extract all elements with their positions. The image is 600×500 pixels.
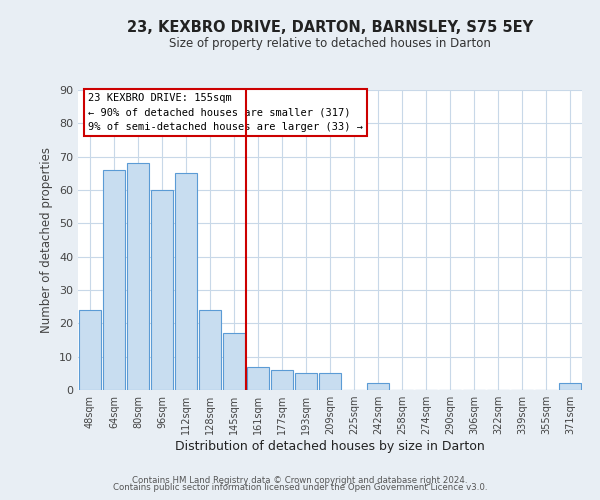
Bar: [367, 384, 389, 390]
X-axis label: Distribution of detached houses by size in Darton: Distribution of detached houses by size …: [175, 440, 485, 453]
Text: 23 KEXBRO DRIVE: 155sqm
← 90% of detached houses are smaller (317)
9% of semi-de: 23 KEXBRO DRIVE: 155sqm ← 90% of detache…: [88, 93, 363, 132]
Bar: [151, 190, 173, 390]
Y-axis label: Number of detached properties: Number of detached properties: [40, 147, 53, 333]
Text: 23, KEXBRO DRIVE, DARTON, BARNSLEY, S75 5EY: 23, KEXBRO DRIVE, DARTON, BARNSLEY, S75 …: [127, 20, 533, 35]
Text: Contains HM Land Registry data © Crown copyright and database right 2024.: Contains HM Land Registry data © Crown c…: [132, 476, 468, 485]
Bar: [79, 310, 101, 390]
Text: Size of property relative to detached houses in Darton: Size of property relative to detached ho…: [169, 38, 491, 51]
Bar: [103, 170, 125, 390]
Bar: [127, 164, 149, 390]
Bar: [223, 334, 245, 390]
Bar: [295, 374, 317, 390]
Bar: [175, 174, 197, 390]
Bar: [247, 366, 269, 390]
Bar: [271, 370, 293, 390]
Bar: [559, 384, 581, 390]
Text: Contains public sector information licensed under the Open Government Licence v3: Contains public sector information licen…: [113, 484, 487, 492]
Bar: [319, 374, 341, 390]
Bar: [199, 310, 221, 390]
